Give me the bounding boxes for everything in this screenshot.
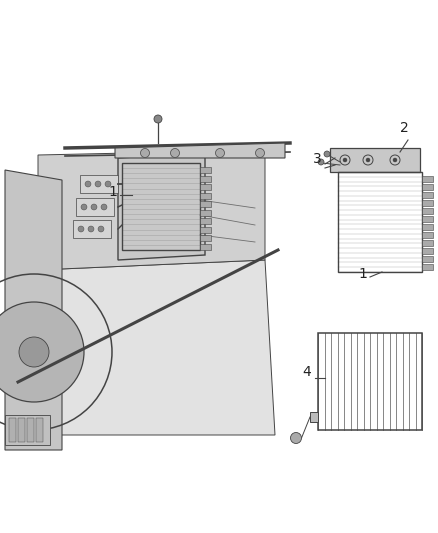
Polygon shape — [38, 150, 265, 270]
Polygon shape — [422, 248, 433, 254]
Polygon shape — [200, 167, 211, 173]
Polygon shape — [76, 198, 114, 216]
Text: 1: 1 — [358, 267, 367, 281]
Polygon shape — [118, 153, 205, 260]
Text: 2: 2 — [400, 121, 409, 135]
Circle shape — [95, 181, 101, 187]
Circle shape — [154, 115, 162, 123]
Circle shape — [318, 159, 324, 165]
Polygon shape — [422, 176, 433, 182]
Polygon shape — [200, 235, 211, 241]
Circle shape — [81, 204, 87, 210]
Polygon shape — [115, 143, 285, 158]
Polygon shape — [200, 218, 211, 224]
Polygon shape — [422, 256, 433, 262]
Polygon shape — [422, 208, 433, 214]
Polygon shape — [422, 200, 433, 206]
Circle shape — [141, 149, 149, 157]
Polygon shape — [200, 244, 211, 249]
Circle shape — [88, 226, 94, 232]
Polygon shape — [310, 412, 318, 422]
Polygon shape — [5, 415, 50, 445]
Polygon shape — [18, 260, 275, 435]
Polygon shape — [422, 224, 433, 230]
Polygon shape — [80, 175, 118, 193]
Polygon shape — [200, 209, 211, 215]
Text: 4: 4 — [302, 365, 311, 379]
Text: 3: 3 — [313, 152, 322, 166]
Polygon shape — [422, 184, 433, 190]
Polygon shape — [200, 201, 211, 207]
Polygon shape — [422, 232, 433, 238]
Circle shape — [366, 158, 370, 162]
Polygon shape — [422, 216, 433, 222]
Polygon shape — [422, 192, 433, 198]
Polygon shape — [200, 192, 211, 198]
Polygon shape — [422, 240, 433, 246]
Polygon shape — [18, 418, 25, 442]
Polygon shape — [200, 227, 211, 232]
Polygon shape — [73, 220, 111, 238]
Polygon shape — [422, 264, 433, 270]
Polygon shape — [5, 170, 62, 450]
Polygon shape — [330, 148, 420, 172]
Polygon shape — [36, 418, 43, 442]
Circle shape — [393, 158, 397, 162]
Polygon shape — [200, 175, 211, 182]
Circle shape — [343, 158, 347, 162]
Circle shape — [91, 204, 97, 210]
Polygon shape — [200, 184, 211, 190]
Text: 1: 1 — [108, 185, 117, 199]
Circle shape — [0, 302, 84, 402]
Circle shape — [19, 337, 49, 367]
Circle shape — [324, 151, 330, 157]
Circle shape — [255, 149, 265, 157]
Circle shape — [85, 181, 91, 187]
Circle shape — [215, 149, 225, 157]
Circle shape — [105, 181, 111, 187]
Circle shape — [170, 149, 180, 157]
Circle shape — [101, 204, 107, 210]
Polygon shape — [9, 418, 16, 442]
Circle shape — [290, 432, 301, 443]
Circle shape — [98, 226, 104, 232]
Circle shape — [78, 226, 84, 232]
Polygon shape — [27, 418, 34, 442]
